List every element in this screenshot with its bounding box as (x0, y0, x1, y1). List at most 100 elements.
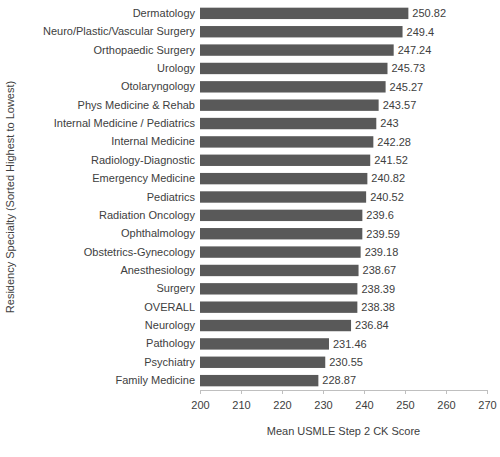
chart: 200 210 220 230 240 250 260 270 Dermatology Neuro… (0, 0, 500, 457)
tick-label: 200 (191, 399, 209, 411)
tick: Urology (157, 62, 200, 74)
y-axis: Dermatology Neuro/Plastic/Vascular Surger… (43, 5, 201, 391)
tick: Neuro/Plastic/Vascular Surgery (43, 25, 200, 37)
tick-label: Pediatrics (147, 191, 196, 203)
tick-label: 240 (355, 399, 373, 411)
data-label: 240.52 (370, 191, 404, 203)
data-label: 247.24 (398, 44, 432, 56)
tick: 260 (437, 390, 455, 411)
tick-mark (487, 390, 488, 394)
tick-label: Emergency Medicine (92, 172, 195, 184)
tick: Dermatology (133, 7, 200, 19)
tick: Ophthalmology (121, 227, 200, 239)
tick-mark (323, 390, 324, 394)
x-axis: 200 210 220 230 240 250 260 270 (191, 390, 496, 411)
tick: Radiation Oncology (99, 209, 200, 221)
tick: Emergency Medicine (92, 172, 200, 184)
data-label: 245.27 (390, 81, 424, 93)
tick: Obstetrics-Gynecology (84, 246, 200, 258)
data-label: 242.28 (377, 136, 411, 148)
tick-label: 210 (232, 399, 250, 411)
tick: Phys Medicine & Rehab (78, 99, 200, 111)
bar (200, 63, 387, 74)
data-label: 240.82 (371, 172, 405, 184)
tick-mark (405, 390, 406, 394)
bar (200, 8, 408, 19)
tick: Internal Medicine (111, 135, 200, 147)
tick-label: Pathology (146, 337, 195, 349)
bar (200, 136, 373, 147)
tick: Surgery (156, 282, 200, 294)
data-label: 231.46 (333, 338, 367, 350)
tick-mark (241, 390, 242, 394)
tick: Anesthesiology (120, 264, 200, 276)
tick-label: Psychiatry (144, 356, 195, 368)
bar (200, 301, 357, 312)
tick-label: Internal Medicine / Pediatrics (54, 117, 196, 129)
bar (200, 44, 394, 55)
tick-label: Family Medicine (116, 374, 195, 386)
tick: Neurology (145, 319, 200, 331)
axis-line (200, 5, 201, 391)
data-labels: 250.82249.4247.24245.73245.27243.5724324… (322, 7, 446, 386)
tick-label: Surgery (156, 282, 195, 294)
tick-label: 220 (273, 399, 291, 411)
bar (200, 265, 359, 276)
bar (200, 118, 376, 129)
axis-line (201, 390, 488, 391)
tick-label: Orthopaedic Surgery (94, 44, 196, 56)
data-label: 238.39 (361, 283, 395, 295)
data-label: 243.57 (383, 99, 417, 111)
bar (200, 357, 325, 368)
bar (200, 210, 362, 221)
data-label: 249.4 (407, 26, 435, 38)
tick-label: Otolaryngology (121, 80, 195, 92)
data-label: 236.84 (355, 319, 389, 331)
tick: 250 (396, 390, 414, 411)
bar (200, 155, 370, 166)
plot: 200 210 220 230 240 250 260 270 Dermatology Neuro… (43, 5, 497, 412)
tick-label: Obstetrics-Gynecology (84, 246, 196, 258)
data-label: 239.59 (366, 228, 400, 240)
bar (200, 320, 351, 331)
data-label: 230.55 (329, 356, 363, 368)
tick-label: 250 (396, 399, 414, 411)
tick-label: Urology (157, 62, 195, 74)
tick: 220 (273, 390, 291, 411)
data-label: 239.18 (365, 246, 399, 258)
bar (200, 191, 366, 202)
x-axis-title: Mean USMLE Step 2 CK Score (267, 425, 420, 437)
bar (200, 26, 403, 37)
tick: Family Medicine (116, 374, 200, 386)
data-label: 238.67 (363, 264, 397, 276)
bar (200, 375, 318, 386)
tick-label: Neuro/Plastic/Vascular Surgery (43, 25, 196, 37)
tick: Psychiatry (144, 356, 200, 368)
tick: Otolaryngology (121, 80, 200, 92)
tick: Orthopaedic Surgery (94, 44, 201, 56)
bar (200, 228, 362, 239)
y-axis-title: Residency Specialty (Sorted Highest to L… (4, 81, 16, 313)
tick-label: Ophthalmology (121, 227, 195, 239)
tick: OVERALL (144, 301, 200, 313)
tick-label: Dermatology (133, 7, 196, 19)
bar (200, 283, 357, 294)
tick-label: Radiation Oncology (99, 209, 196, 221)
data-label: 245.73 (391, 62, 425, 74)
tick: Internal Medicine / Pediatrics (54, 117, 200, 129)
tick: Pediatrics (147, 191, 200, 203)
tick: 270 (478, 390, 496, 411)
tick-mark (364, 390, 365, 394)
data-label: 241.52 (374, 154, 408, 166)
bar (200, 246, 361, 257)
tick-label: 260 (437, 399, 455, 411)
tick-mark (282, 390, 283, 394)
tick: 230 (314, 390, 332, 411)
tick-mark (200, 390, 201, 394)
data-label: 250.82 (412, 7, 446, 19)
tick-label: Neurology (145, 319, 196, 331)
bar (200, 338, 329, 349)
tick-label: 230 (314, 399, 332, 411)
tick-label: Anesthesiology (120, 264, 195, 276)
bar (200, 81, 386, 92)
